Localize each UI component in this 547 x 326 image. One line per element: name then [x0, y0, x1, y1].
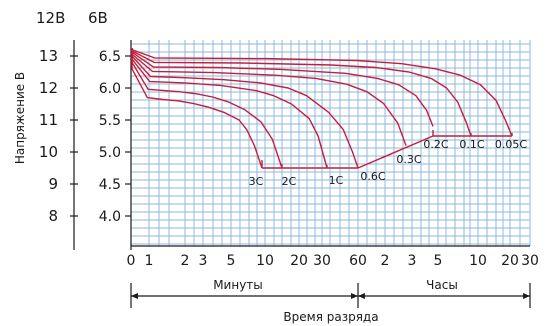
curve-0.3C [131, 48, 407, 146]
section-label-minutes: Минуты [213, 278, 263, 292]
curves [131, 48, 513, 169]
y-axis-title: Напряжение В [13, 72, 27, 164]
y-tick-label-12v: 11 [39, 111, 58, 129]
y-tick-label-12v: 13 [39, 47, 58, 65]
y-tick-label-6v: 5.5 [99, 113, 121, 129]
curve-2C [131, 48, 283, 169]
y-tick-label-6v: 4.0 [99, 209, 121, 225]
y-header-6v: 6В [88, 9, 108, 27]
minutes-arrow-head-right [351, 293, 358, 299]
x-tick-label: 30 [521, 253, 539, 269]
curve-1C [131, 48, 328, 169]
x-tick-label: 5 [434, 253, 443, 269]
cutoff-line [262, 135, 512, 169]
x-tick-label: 2 [381, 253, 390, 269]
curve-0.1C [131, 48, 472, 137]
curve-3C [131, 48, 263, 169]
curve-0.6C [131, 48, 359, 169]
x-tick-label: 10 [256, 253, 274, 269]
x-tick-label: 3 [408, 253, 417, 269]
x-tick-label: 3 [199, 253, 208, 269]
x-tick-label: 5 [227, 253, 236, 269]
rate-label: 1C [329, 174, 344, 187]
x-tick-label: 30 [313, 253, 331, 269]
curve-0.2C [131, 48, 434, 127]
rate-label: 0.3C [396, 153, 421, 166]
y-tick-label-12v: 9 [48, 175, 58, 193]
y-tick-label-6v: 4.5 [99, 177, 121, 193]
x-axis-title: Время разряда [283, 310, 378, 324]
y-tick-label-12v: 10 [39, 143, 58, 161]
y-tick-label-6v: 6.0 [99, 81, 121, 97]
section-label-hours: Часы [426, 278, 458, 292]
axes [70, 40, 531, 308]
x-tick-label: 20 [501, 253, 519, 269]
rate-label: 0.6C [360, 170, 385, 183]
rate-label: 2C [282, 175, 297, 188]
curve-0.05C [131, 48, 513, 137]
hours-arrow-head-left [358, 293, 365, 299]
y-header-12v: 12В [36, 9, 65, 27]
rate-label: 3C [249, 175, 264, 188]
x-tick-label: 10 [469, 253, 487, 269]
x-tick-label: 1 [145, 253, 154, 269]
hours-arrow-head-right [523, 293, 530, 299]
y-tick-label-12v: 12 [39, 79, 58, 97]
minutes-arrow-head-left [131, 293, 138, 299]
rate-label: 0.05C [495, 138, 527, 151]
rate-label: 0.1C [459, 138, 484, 151]
y-tick-label-6v: 6.5 [99, 49, 121, 65]
x-tick-label: 60 [349, 253, 367, 269]
x-tick-label: 20 [290, 253, 308, 269]
x-tick-label: 2 [181, 253, 190, 269]
rate-label: 0.2C [423, 138, 448, 151]
y-tick-label-12v: 8 [48, 207, 58, 225]
y-tick-label-6v: 5.0 [99, 145, 121, 161]
x-tick-label: 0 [127, 253, 136, 269]
